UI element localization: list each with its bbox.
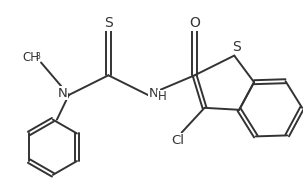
Text: 3: 3 [36,51,40,60]
Text: O: O [189,16,200,30]
Text: S: S [104,16,113,30]
Text: CH: CH [22,51,40,64]
Text: N: N [149,87,159,99]
Text: S: S [232,40,240,54]
Text: H: H [157,90,166,103]
Text: N: N [58,87,68,99]
Text: Cl: Cl [171,134,184,147]
